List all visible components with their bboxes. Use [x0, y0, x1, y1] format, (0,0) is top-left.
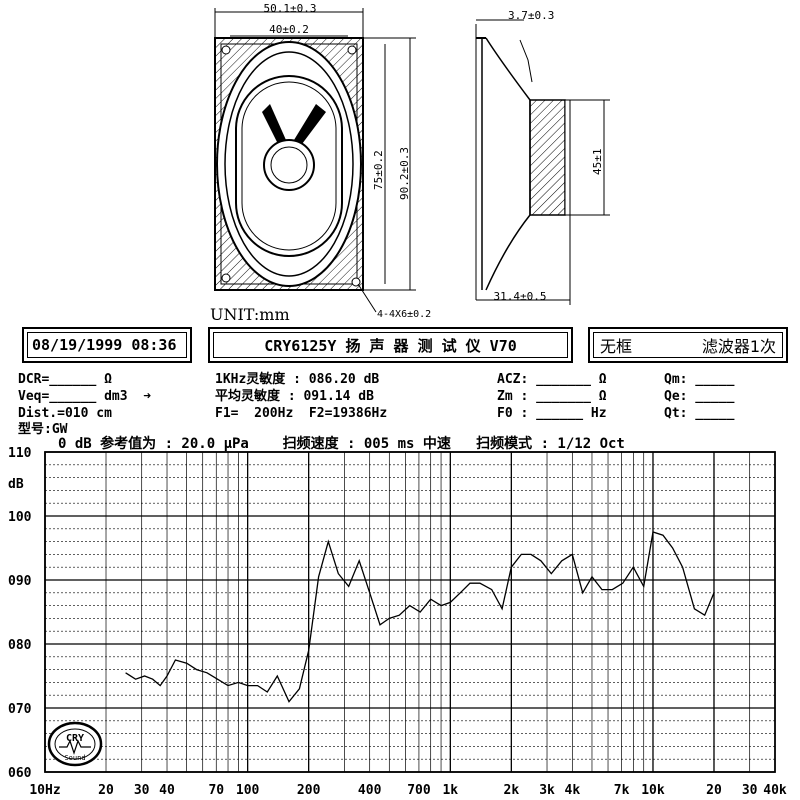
x-tick-labels: 10Hz 20 30 40 70 100 200 400 700 1k 2k 3k 4k 7k 10k 20 3…	[29, 783, 787, 798]
x-tick-label: 2k	[504, 783, 520, 798]
x-tick-label: 1k	[442, 783, 458, 798]
unit-label: UNIT:mm	[210, 305, 290, 324]
x-tick-label: 7k	[614, 783, 630, 798]
datetime-box: 08/19/1999 08:36	[22, 327, 192, 363]
cry-logo: CRY Sound	[47, 721, 103, 767]
y-tick-label: 100	[8, 510, 32, 525]
acz-field: ACZ: _______ Ω	[497, 372, 607, 387]
x-tick-label: 10Hz	[29, 783, 60, 798]
y-axis-unit: dB	[8, 477, 24, 492]
dim-height-inner: 75±0.2	[372, 150, 385, 190]
dim-side-top: 3.7±0.3	[508, 9, 554, 22]
model-label: 型号:GW	[18, 422, 68, 437]
dim-width-inner: 40±0.2	[269, 23, 309, 36]
x-tick-label: 10k	[641, 783, 665, 798]
mode-box: 无框 滤波器1次	[588, 327, 788, 363]
response-curve	[125, 531, 715, 703]
x-tick-label: 100	[236, 783, 260, 798]
qm-field: Qm: _____	[664, 372, 735, 387]
dim-holes: 4-4X6±0.2	[377, 309, 431, 320]
y-tick-label: 110	[8, 446, 32, 461]
x-tick-label: 400	[358, 783, 382, 798]
dist-field: Dist.=010 cm	[18, 406, 112, 421]
x-tick-label: 30	[742, 783, 758, 798]
y-tick-labels: 110 100 090 080 070 060	[8, 446, 32, 781]
x-tick-label: 40	[159, 783, 175, 798]
instrument-title: CRY6125Y 扬 声 器 测 试 仪 V70	[213, 332, 568, 358]
x-tick-label: 200	[297, 783, 321, 798]
dcr-field: DCR=______ Ω	[18, 372, 112, 387]
y-tick-label: 060	[8, 766, 32, 781]
x-tick-label: 700	[407, 783, 431, 798]
reference-line: 0 dB 参考值为 : 20.0 μPa 扫频速度 : 005 ms 中速 扫频…	[58, 436, 625, 452]
svg-text:Sound: Sound	[64, 754, 85, 762]
qt-field: Qt: _____	[664, 406, 735, 421]
x-tick-label: 20	[706, 783, 722, 798]
plot-frame	[44, 451, 776, 773]
x-tick-label: 70	[208, 783, 224, 798]
y-tick-label: 090	[8, 574, 32, 589]
x-tick-label: 30	[134, 783, 150, 798]
x-tick-label: 3k	[539, 783, 555, 798]
chart-grid	[44, 451, 776, 773]
x-tick-label: 4k	[565, 783, 581, 798]
x-tick-label: 20	[98, 783, 114, 798]
freq-range: F1= 200Hz F2=19386Hz	[215, 406, 388, 421]
filter-mode: 滤波器1次	[701, 337, 776, 356]
veq-field: Veq=______ dm3 ➜	[18, 389, 152, 404]
svg-text:CRY: CRY	[66, 733, 84, 744]
y-tick-label: 070	[8, 702, 32, 717]
qe-field: Qe: _____	[664, 389, 735, 404]
y-tick-label: 080	[8, 638, 32, 653]
sensitivity-avg: 平均灵敏度 : 091.14 dB	[215, 389, 374, 404]
f0-field: F0 : ______ Hz	[497, 406, 607, 421]
sensitivity-1khz: 1KHz灵敏度 : 086.20 dB	[215, 372, 380, 387]
instrument-box: CRY6125Y 扬 声 器 测 试 仪 V70	[208, 327, 573, 363]
speaker-drawing: 50.1±0.3 40±0.2 75±0.2 90.2±0.3 4-4X6±0.…	[210, 2, 610, 324]
dim-height-outer: 90.2±0.3	[398, 147, 411, 200]
x-tick-label: 40k	[763, 783, 787, 798]
dim-magnet: 45±1	[591, 149, 604, 176]
frame-mode: 无框	[600, 337, 633, 356]
datetime: 08/19/1999 08:36	[27, 332, 187, 358]
zm-field: Zm : _______ Ω	[497, 389, 607, 404]
dim-width-outer: 50.1±0.3	[264, 2, 317, 15]
dim-depth: 31.4±0.5	[494, 290, 547, 303]
